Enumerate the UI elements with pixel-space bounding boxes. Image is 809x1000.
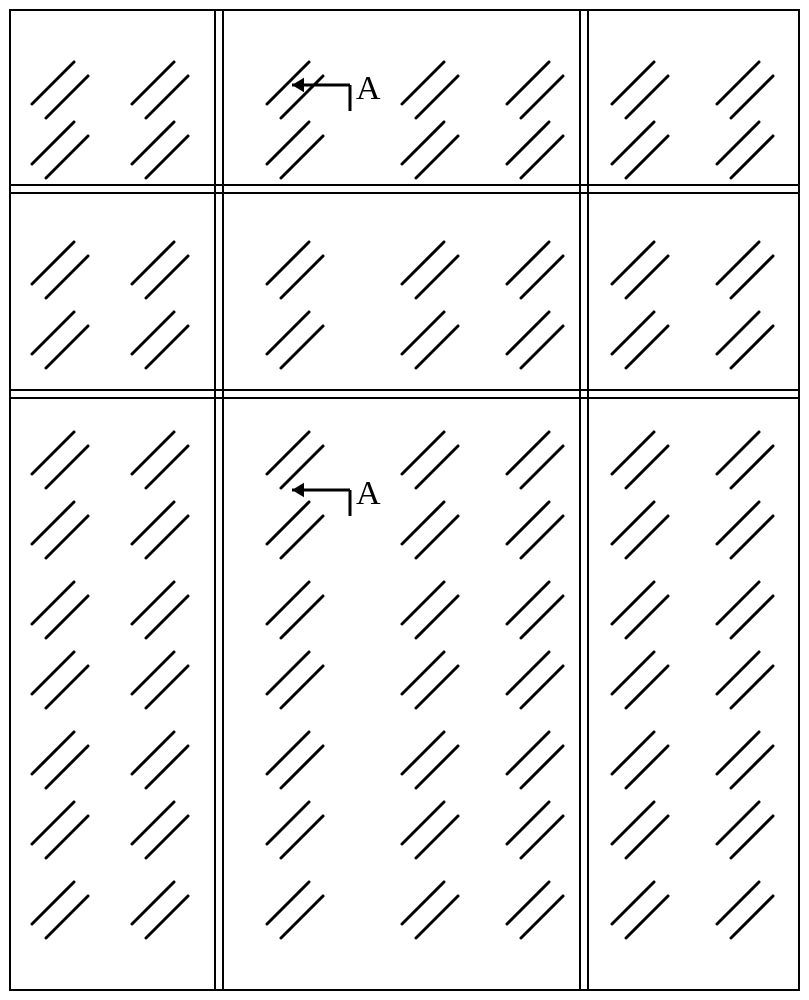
section-marker-1: A [292, 475, 381, 516]
transom-horizontal-1 [10, 390, 799, 398]
section-label: A [356, 70, 381, 107]
section-label: A [356, 475, 381, 512]
section-marker-0: A [292, 70, 381, 111]
mullion-vertical-1 [580, 10, 588, 990]
transom-horizontal-0 [10, 185, 799, 193]
mullion-vertical-0 [215, 10, 223, 990]
